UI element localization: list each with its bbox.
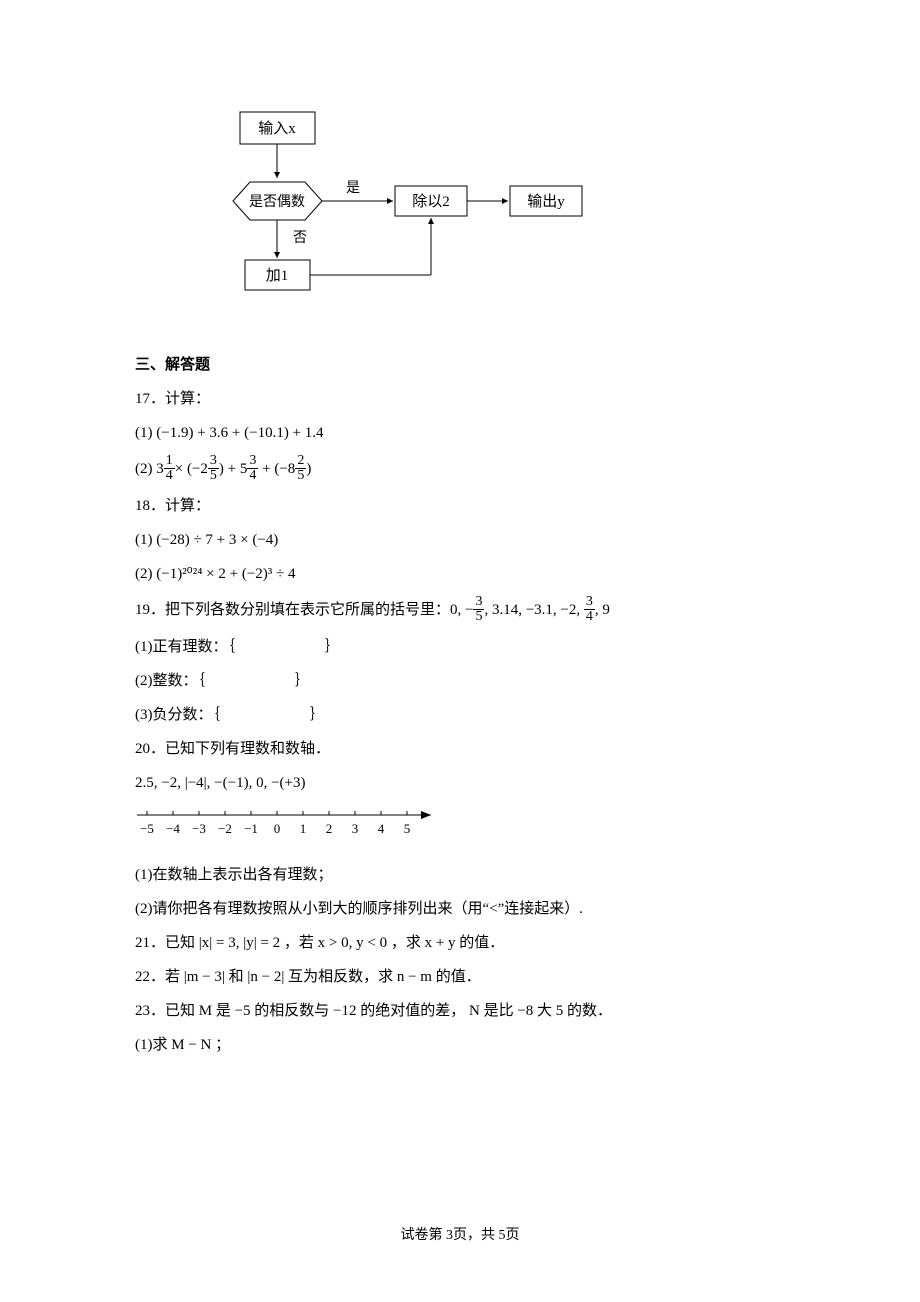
q23-p1: (1)求 M − N ；	[135, 1033, 790, 1057]
section-heading: 三、解答题	[135, 353, 790, 377]
page-footer: 试卷第 3页，共 5页	[0, 1225, 920, 1247]
q17-title: 17．计算：	[135, 387, 790, 411]
q20-title: 20．已知下列有理数和数轴．	[135, 737, 790, 761]
number-line: −5 −4 −3 −2 −1 0 1 2 3 4 5	[135, 805, 790, 849]
q17-p1: (1) (−1.9) + 3.6 + (−10.1) + 1.4	[135, 421, 790, 445]
q18-p1: (1) (−28) ÷ 7 + 3 × (−4)	[135, 528, 790, 552]
q17-p2-pre: (2) 3	[135, 461, 164, 477]
node-div2: 除以2	[412, 193, 450, 210]
svg-text:5: 5	[404, 821, 411, 836]
svg-text:3: 3	[352, 821, 359, 836]
q19-title: 19．把下列各数分别填在表示它所属的括号里：0, −35, 3.14, −3.1…	[135, 596, 790, 625]
svg-text:1: 1	[300, 821, 307, 836]
node-iseven: 是否偶数	[249, 194, 305, 210]
q23-title: 23．已知 M 是 −5 的相反数与 −12 的绝对值的差， N 是比 −8 大…	[135, 999, 790, 1023]
q18-title: 18．计算：	[135, 494, 790, 518]
svg-text:−1: −1	[244, 821, 258, 836]
q19-p3: (3)负分数：｛ ｝	[135, 703, 790, 727]
q21: 21．已知 |x| = 3, |y| = 2 ，若 x > 0, y < 0 ，…	[135, 931, 790, 955]
node-input: 输入x	[258, 120, 296, 137]
node-output: 输出y	[527, 193, 565, 210]
q20-p1: (1)在数轴上表示出各有理数；	[135, 863, 790, 887]
q17-p2: (2) 314× (−235) + 534 + (−825)	[135, 455, 790, 484]
flowchart-svg: 输入x 是否偶数 是 除以2 输出y 否 加1	[185, 110, 595, 305]
svg-text:−2: −2	[218, 821, 232, 836]
svg-text:−4: −4	[166, 821, 180, 836]
q19-p1: (1)正有理数：｛ ｝	[135, 635, 790, 659]
edge-no: 否	[293, 231, 307, 246]
q19-p2: (2)整数：｛ ｝	[135, 669, 790, 693]
flowchart: 输入x 是否偶数 是 除以2 输出y 否 加1	[185, 110, 790, 313]
svg-text:−5: −5	[140, 821, 154, 836]
svg-text:2: 2	[326, 821, 333, 836]
edge-yes: 是	[346, 181, 360, 196]
svg-text:−3: −3	[192, 821, 206, 836]
node-add1: 加1	[266, 267, 289, 284]
q20-p2: (2)请你把各有理数按照从小到大的顺序排列出来（用“<”连接起来）.	[135, 897, 790, 921]
q20-nums: 2.5, −2, |−4|, −(−1), 0, −(+3)	[135, 771, 790, 795]
q22: 22．若 |m − 3| 和 |n − 2| 互为相反数，求 n − m 的值．	[135, 965, 790, 989]
svg-text:0: 0	[274, 821, 281, 836]
q18-p2: (2) (−1)²⁰²⁴ × 2 + (−2)³ ÷ 4	[135, 562, 790, 586]
svg-text:4: 4	[378, 821, 385, 836]
